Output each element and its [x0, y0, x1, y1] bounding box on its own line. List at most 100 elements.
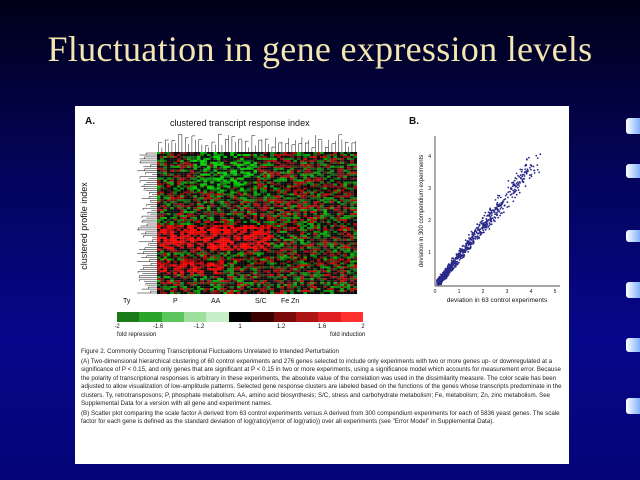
scatter-point — [518, 176, 521, 178]
heatmap-cell — [203, 221, 208, 224]
heatmap-cell — [190, 167, 194, 170]
heatmap-cell — [167, 175, 171, 178]
heatmap-cell — [200, 187, 204, 190]
heatmap-cell — [163, 248, 168, 251]
heatmap-cell — [193, 252, 198, 255]
heatmap-cell — [303, 240, 308, 243]
heatmap-cell — [260, 173, 264, 176]
heatmap-cell — [257, 292, 261, 295]
scatter-point — [450, 270, 453, 272]
scatter-point — [483, 214, 486, 217]
heatmap-cell — [313, 246, 318, 249]
heatmap-cell — [310, 169, 314, 172]
scatter-point — [482, 231, 485, 234]
heatmap-cell — [253, 177, 258, 180]
heatmap-cell — [157, 171, 161, 174]
heatmap-cell — [217, 199, 221, 202]
heatmap-cell — [177, 209, 181, 212]
heatmap-cell — [280, 203, 284, 206]
heatmap-cell — [247, 286, 251, 289]
heatmap-cell — [223, 224, 228, 227]
heatmap-cell — [197, 167, 201, 170]
heatmap-cell — [317, 266, 321, 269]
heatmap-cell — [160, 250, 164, 253]
heatmap-cell — [207, 250, 211, 253]
heatmap-cell — [193, 272, 198, 275]
heatmap-cell — [313, 175, 318, 178]
heatmap-cell — [247, 252, 251, 255]
heatmap — [137, 133, 358, 295]
heatmap-cell — [343, 230, 348, 233]
heatmap-cell — [347, 177, 351, 180]
heatmap-cell — [350, 280, 354, 283]
heatmap-cell — [277, 171, 281, 174]
heatmap-cell — [283, 232, 288, 235]
heatmap-cell — [183, 171, 188, 174]
heatmap-cell — [253, 226, 258, 229]
heatmap-cell — [353, 236, 358, 239]
heatmap-cell — [350, 270, 354, 273]
heatmap-cell — [257, 201, 261, 204]
heatmap-cell — [160, 181, 164, 184]
heatmap-cell — [330, 224, 334, 227]
heatmap-cell — [340, 187, 344, 190]
heatmap-cell — [263, 228, 268, 231]
heatmap-cell — [233, 246, 238, 249]
heatmap-cell — [220, 205, 224, 208]
heatmap-cell — [303, 288, 308, 291]
heatmap-cell — [283, 256, 288, 259]
heatmap-cell — [250, 215, 254, 218]
heatmap-cell — [160, 226, 164, 229]
heatmap-cell — [327, 258, 331, 261]
heatmap-cell — [177, 262, 181, 265]
heatmap-cell — [223, 171, 228, 174]
heatmap-cell — [173, 185, 178, 188]
heatmap-cell — [233, 175, 238, 178]
heatmap-cell — [230, 272, 234, 275]
heatmap-cell — [193, 155, 198, 158]
heatmap-cell — [230, 224, 234, 227]
heatmap-cell — [277, 260, 281, 263]
heatmap-cell — [303, 185, 308, 188]
heatmap-cell — [183, 189, 188, 192]
heatmap-cell — [267, 175, 271, 178]
heatmap-cell — [163, 181, 168, 184]
heatmap-cell — [200, 226, 204, 229]
heatmap-cell — [187, 260, 191, 263]
heatmap-cell — [327, 219, 331, 222]
heatmap-cell — [233, 288, 238, 291]
heatmap-cell — [157, 191, 161, 194]
heatmap-cell — [167, 268, 171, 271]
heatmap-cell — [160, 167, 164, 170]
heatmap-cell — [180, 193, 184, 196]
heatmap-cell — [350, 217, 354, 220]
heatmap-cell — [183, 161, 188, 164]
heatmap-cell — [327, 256, 331, 259]
heatmap-cell — [310, 272, 314, 275]
heatmap-cell — [167, 165, 171, 168]
heatmap-side-label: clustered profile index — [79, 182, 89, 270]
heatmap-cell — [300, 278, 304, 281]
heatmap-cell — [193, 264, 198, 267]
heatmap-cell — [217, 280, 221, 283]
heatmap-cell — [237, 199, 241, 202]
heatmap-cell — [233, 199, 238, 202]
heatmap-cell — [237, 165, 241, 168]
heatmap-cell — [313, 242, 318, 245]
heatmap-cell — [313, 159, 318, 162]
heatmap-cell — [293, 161, 298, 164]
heatmap-cell — [317, 228, 321, 231]
heatmap-cell — [203, 205, 208, 208]
heatmap-cell — [250, 163, 254, 166]
heatmap-cell — [203, 207, 208, 210]
heatmap-cell — [210, 260, 214, 263]
heatmap-cell — [160, 191, 164, 194]
scatter-point — [474, 238, 477, 240]
heatmap-cell — [273, 153, 278, 156]
heatmap-cell — [207, 223, 211, 226]
heatmap-cell — [247, 282, 251, 285]
heatmap-cell — [267, 223, 271, 226]
heatmap-cell — [333, 240, 338, 243]
heatmap-cell — [300, 153, 304, 156]
heatmap-cell — [340, 266, 344, 269]
